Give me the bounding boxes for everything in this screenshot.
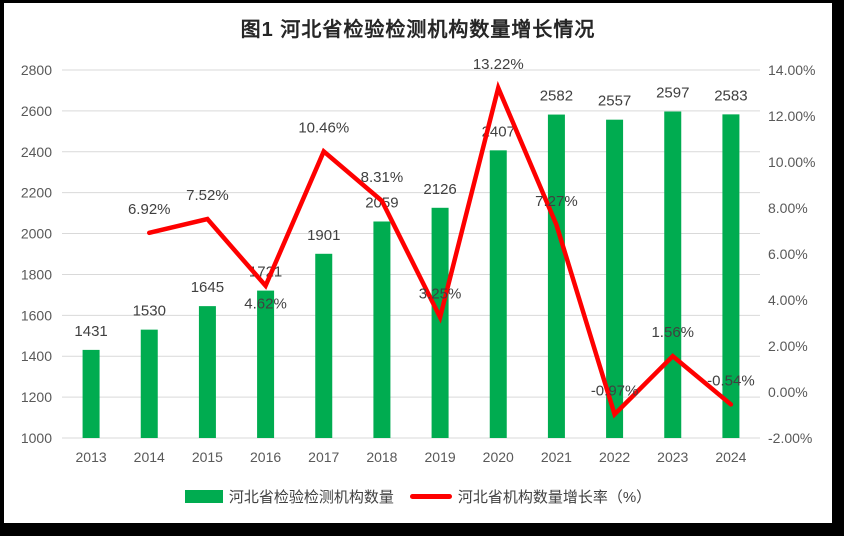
line-label-2018: 8.31% [361, 169, 404, 186]
legend-label-institutions: 河北省检验检测机构数量 [228, 489, 394, 506]
legend-item-growth-rate: 河北省机构数量增长率（%） [409, 486, 652, 507]
bar-label-2021: 2582 [540, 88, 573, 105]
x-axis-label-2024: 2024 [715, 449, 746, 465]
bar-2022 [606, 119, 624, 439]
bar-label-2019: 2126 [423, 181, 456, 198]
bar-2018 [373, 221, 391, 438]
bar-2024 [722, 114, 740, 438]
left-axis-tick: 1800 [21, 266, 52, 282]
line-label-2023: 1.56% [651, 324, 694, 341]
x-axis-label-2017: 2017 [308, 449, 339, 465]
line-label-2014: 6.92% [128, 201, 171, 218]
right-axis-tick: 4.00% [768, 292, 808, 308]
right-axis-tick: 2.00% [768, 338, 808, 354]
bar-label-2022: 2557 [598, 93, 631, 110]
left-axis-tick: 2400 [21, 144, 52, 160]
bar-label-2023: 2597 [656, 85, 689, 102]
x-axis-label-2019: 2019 [425, 449, 456, 465]
x-axis-label-2015: 2015 [192, 449, 223, 465]
line-label-2016: 4.62% [244, 296, 287, 313]
bar-2013 [82, 349, 100, 438]
line-label-2020: 13.22% [473, 56, 524, 73]
right-axis-tick: 8.00% [768, 200, 808, 216]
bar-2023 [664, 111, 682, 438]
right-axis-tick: 14.00% [768, 62, 815, 78]
x-axis-label-2023: 2023 [657, 449, 688, 465]
right-axis-tick: 6.00% [768, 246, 808, 262]
line-label-2017: 10.46% [298, 119, 349, 136]
line-label-2022: -0.97% [591, 382, 639, 399]
legend-bar-swatch [184, 490, 223, 503]
legend: 河北省检验检测机构数量 河北省机构数量增长率（%） [4, 486, 832, 507]
left-axis-tick: 1000 [21, 430, 52, 446]
x-axis-label-2013: 2013 [76, 449, 107, 465]
legend-line-swatch [409, 494, 452, 499]
bar-label-2014: 1530 [133, 303, 166, 320]
x-axis-label-2018: 2018 [366, 449, 397, 465]
legend-label-growth-rate: 河北省机构数量增长率（%） [457, 489, 652, 506]
left-axis-tick: 1600 [21, 307, 52, 323]
line-label-2019: 3.25% [419, 285, 462, 302]
right-axis-tick: -2.00% [768, 430, 812, 446]
left-axis-tick: 2000 [21, 226, 52, 242]
bar-2016 [257, 290, 275, 438]
bar-2019 [431, 207, 449, 438]
bar-label-2024: 2583 [714, 87, 747, 104]
bar-2015 [198, 306, 216, 438]
legend-item-institutions: 河北省检验检测机构数量 [184, 486, 394, 507]
x-axis-label-2014: 2014 [134, 449, 165, 465]
bar-label-2013: 1431 [74, 323, 107, 340]
line-label-2021: 7.27% [535, 193, 578, 210]
right-axis-tick: 0.00% [768, 384, 808, 400]
x-axis-label-2020: 2020 [483, 449, 514, 465]
left-axis-tick: 1200 [21, 389, 52, 405]
right-axis-tick: 12.00% [768, 108, 815, 124]
left-axis-tick: 2600 [21, 103, 52, 119]
x-axis-label-2021: 2021 [541, 449, 572, 465]
bar-2020 [489, 150, 507, 438]
line-label-2015: 7.52% [186, 187, 229, 204]
bar-2014 [140, 329, 158, 438]
left-axis-tick: 2800 [21, 62, 52, 78]
growth-rate-line [147, 80, 734, 419]
left-axis-tick: 1400 [21, 348, 52, 364]
x-axis-label-2016: 2016 [250, 449, 281, 465]
bar-label-2017: 1901 [307, 227, 340, 244]
line-label-2024: -0.54% [707, 372, 755, 389]
figure-title: 图1 河北省检验检测机构数量增长情况 [240, 19, 596, 41]
right-axis-tick: 10.00% [768, 154, 815, 170]
x-axis-label-2022: 2022 [599, 449, 630, 465]
bar-2021 [547, 114, 565, 439]
bar-label-2015: 1645 [191, 279, 224, 296]
left-axis-tick: 2200 [21, 185, 52, 201]
bar-2017 [315, 253, 333, 438]
